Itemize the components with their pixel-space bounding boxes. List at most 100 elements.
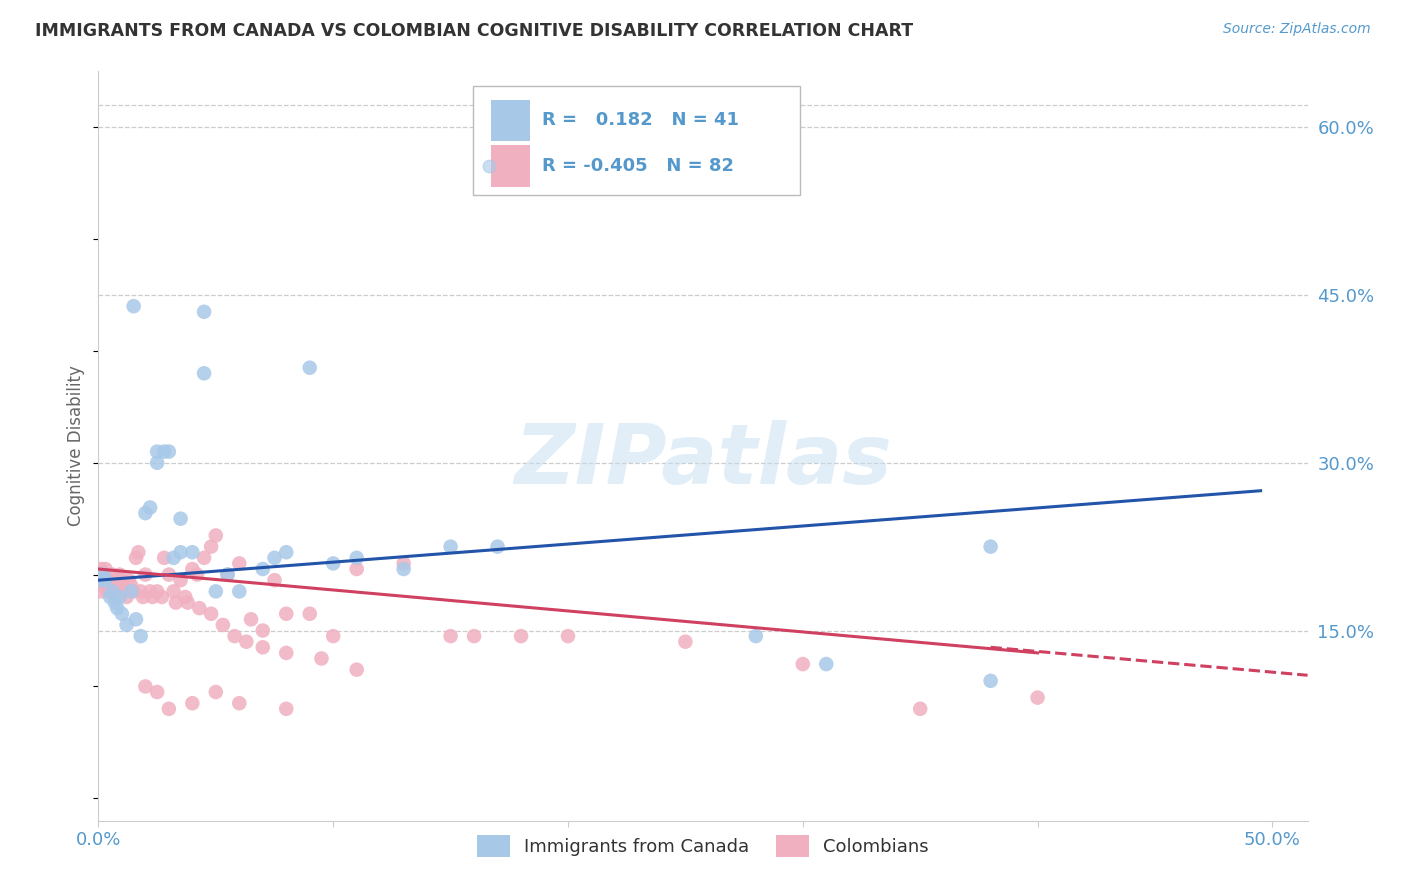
Point — [200, 607, 222, 621]
Point — [276, 702, 298, 716]
Point — [176, 596, 198, 610]
Point — [98, 584, 121, 599]
Point — [792, 657, 814, 671]
Point — [94, 562, 117, 576]
Point — [276, 646, 298, 660]
Point — [162, 550, 184, 565]
Point — [463, 629, 485, 643]
Point — [235, 634, 257, 648]
Point — [104, 596, 127, 610]
Point — [745, 629, 768, 643]
Point — [101, 567, 124, 582]
Point — [228, 557, 250, 571]
Point — [224, 629, 246, 643]
Point — [97, 573, 120, 587]
Point — [204, 584, 226, 599]
Point — [815, 657, 838, 671]
Text: R =   0.182   N = 41: R = 0.182 N = 41 — [543, 112, 740, 129]
Point — [557, 629, 579, 643]
FancyBboxPatch shape — [474, 87, 800, 195]
Point — [980, 540, 1002, 554]
Point — [94, 573, 117, 587]
Point — [1026, 690, 1049, 705]
Point — [129, 629, 152, 643]
Point — [120, 579, 142, 593]
Point — [346, 562, 368, 576]
Point — [298, 607, 321, 621]
Point — [908, 702, 931, 716]
Point — [129, 584, 152, 599]
Text: IMMIGRANTS FROM CANADA VS COLOMBIAN COGNITIVE DISABILITY CORRELATION CHART: IMMIGRANTS FROM CANADA VS COLOMBIAN COGN… — [35, 22, 914, 40]
Text: ZIPatlas: ZIPatlas — [515, 420, 891, 501]
Point — [169, 511, 191, 525]
Point — [181, 696, 204, 710]
FancyBboxPatch shape — [492, 100, 530, 141]
Point — [132, 590, 155, 604]
Point — [263, 573, 285, 587]
Point — [91, 567, 114, 582]
Point — [252, 640, 274, 655]
Point — [980, 673, 1002, 688]
Point — [157, 444, 180, 458]
Point — [204, 528, 226, 542]
Point — [169, 573, 191, 587]
Point — [125, 550, 148, 565]
Point — [105, 601, 128, 615]
Point — [153, 444, 176, 458]
Point — [486, 540, 509, 554]
Point — [90, 573, 112, 587]
Point — [90, 562, 112, 576]
FancyBboxPatch shape — [492, 145, 530, 186]
Point — [157, 702, 180, 716]
Point — [181, 545, 204, 559]
Point — [193, 367, 215, 381]
Point — [276, 545, 298, 559]
Point — [181, 562, 204, 576]
Point — [105, 573, 128, 587]
Point — [127, 545, 149, 559]
Point — [118, 573, 141, 587]
Point — [252, 624, 274, 638]
Text: Source: ZipAtlas.com: Source: ZipAtlas.com — [1223, 22, 1371, 37]
Point — [139, 584, 162, 599]
Point — [104, 579, 127, 593]
Point — [200, 540, 222, 554]
Point — [120, 584, 142, 599]
Point — [101, 584, 124, 599]
Point — [217, 567, 239, 582]
Point — [97, 584, 120, 599]
Point — [174, 590, 197, 604]
Point — [228, 696, 250, 710]
Point — [90, 584, 112, 599]
Point — [134, 567, 156, 582]
Point — [162, 584, 184, 599]
Point — [134, 506, 156, 520]
Text: R = -0.405   N = 82: R = -0.405 N = 82 — [543, 157, 734, 175]
Point — [91, 579, 114, 593]
Point — [392, 557, 415, 571]
Point — [298, 360, 321, 375]
Point — [346, 663, 368, 677]
Point — [125, 612, 148, 626]
Point — [212, 618, 235, 632]
Point — [263, 550, 285, 565]
Point — [104, 590, 127, 604]
Point — [115, 590, 138, 604]
Point — [322, 629, 344, 643]
Point — [204, 685, 226, 699]
Point — [115, 618, 138, 632]
Point — [111, 573, 134, 587]
Point — [146, 685, 169, 699]
Point — [146, 584, 169, 599]
Point — [346, 550, 368, 565]
Point — [90, 573, 112, 587]
Point — [101, 584, 124, 599]
Point — [112, 579, 135, 593]
Point — [276, 607, 298, 621]
Y-axis label: Cognitive Disability: Cognitive Disability — [67, 366, 86, 526]
Point — [146, 444, 169, 458]
Point — [146, 456, 169, 470]
Point — [240, 612, 263, 626]
Point — [150, 590, 173, 604]
Point — [392, 562, 415, 576]
